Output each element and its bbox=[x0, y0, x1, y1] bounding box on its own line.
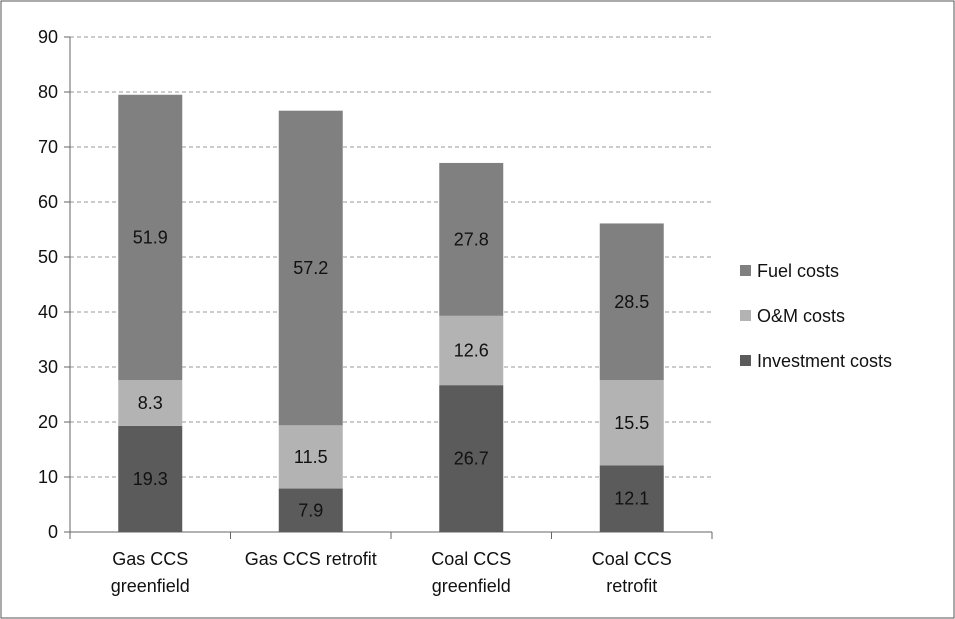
x-category-label: Coal CCS retrofit bbox=[592, 549, 672, 596]
y-tick-label: 30 bbox=[38, 357, 58, 377]
data-label-fuel-costs: 57.2 bbox=[293, 258, 328, 278]
y-tick-label: 40 bbox=[38, 302, 58, 322]
y-tick-label: 60 bbox=[38, 192, 58, 212]
bar-fuel-costs-gas-ccs-greenfield bbox=[118, 94, 183, 381]
y-tick-label: 80 bbox=[38, 82, 58, 102]
data-label-investment-costs: 12.1 bbox=[614, 489, 649, 509]
bar-o-m-costs-coal-ccs-greenfield bbox=[439, 315, 504, 386]
bar-fuel-costs-gas-ccs-retrofit bbox=[278, 110, 343, 426]
data-label-fuel-costs: 51.9 bbox=[133, 227, 168, 247]
bar-fuel-costs-coal-ccs-greenfield bbox=[439, 162, 504, 316]
bar-fuel-costs-coal-ccs-retrofit bbox=[599, 223, 664, 381]
bar-o-m-costs-coal-ccs-retrofit bbox=[599, 380, 664, 466]
y-tick-label: 90 bbox=[38, 27, 58, 47]
x-category-label: Gas CCS greenfield bbox=[111, 549, 190, 596]
legend: Fuel costs O&M costs Investment costs bbox=[740, 261, 892, 371]
bar-investment-costs-gas-ccs-retrofit bbox=[278, 488, 343, 532]
y-tick-label: 50 bbox=[38, 247, 58, 267]
data-label-fuel-costs: 27.8 bbox=[454, 229, 489, 249]
bar-investment-costs-coal-ccs-retrofit bbox=[599, 465, 664, 532]
legend-label-investment-costs: Investment costs bbox=[757, 351, 892, 371]
data-label-investment-costs: 7.9 bbox=[298, 500, 323, 520]
legend-label-fuel-costs: Fuel costs bbox=[757, 261, 839, 281]
y-tick-label: 70 bbox=[38, 137, 58, 157]
legend-swatch-o-m-costs bbox=[740, 310, 751, 321]
axes: 0 10 20 30 40 50 60 70 80 90 Gas CCS greenfield Gas … bbox=[38, 27, 713, 596]
x-category-label: Coal CCS greenfield bbox=[431, 549, 511, 596]
bar-investment-costs-gas-ccs-greenfield bbox=[118, 425, 183, 532]
data-label-investment-costs: 26.7 bbox=[454, 449, 489, 469]
legend-swatch-fuel-costs bbox=[740, 265, 751, 276]
legend-label-o-m-costs: O&M costs bbox=[757, 306, 845, 326]
legend-swatch-investment-costs bbox=[740, 355, 751, 366]
data-label-o-m-costs: 8.3 bbox=[138, 393, 163, 413]
data-labels: 19.3 8.3 51.9 7.9 11.5 57.2 26.7 12.6 27.8 12.1 15… bbox=[133, 227, 650, 520]
bar-o-m-costs-gas-ccs-retrofit bbox=[278, 425, 343, 489]
bar-investment-costs-coal-ccs-greenfield bbox=[439, 385, 504, 532]
x-category-label: Gas CCS retrofit bbox=[245, 549, 377, 569]
y-tick-label: 0 bbox=[48, 522, 58, 542]
y-tick-label: 20 bbox=[38, 412, 58, 432]
data-label-o-m-costs: 12.6 bbox=[454, 341, 489, 361]
data-label-investment-costs: 19.3 bbox=[133, 469, 168, 489]
data-label-o-m-costs: 11.5 bbox=[294, 447, 328, 467]
y-tick-label: 10 bbox=[38, 467, 58, 487]
bar-o-m-costs-gas-ccs-greenfield bbox=[118, 380, 183, 426]
data-label-fuel-costs: 28.5 bbox=[614, 292, 649, 312]
bars bbox=[118, 94, 664, 532]
data-label-o-m-costs: 15.5 bbox=[614, 413, 649, 433]
